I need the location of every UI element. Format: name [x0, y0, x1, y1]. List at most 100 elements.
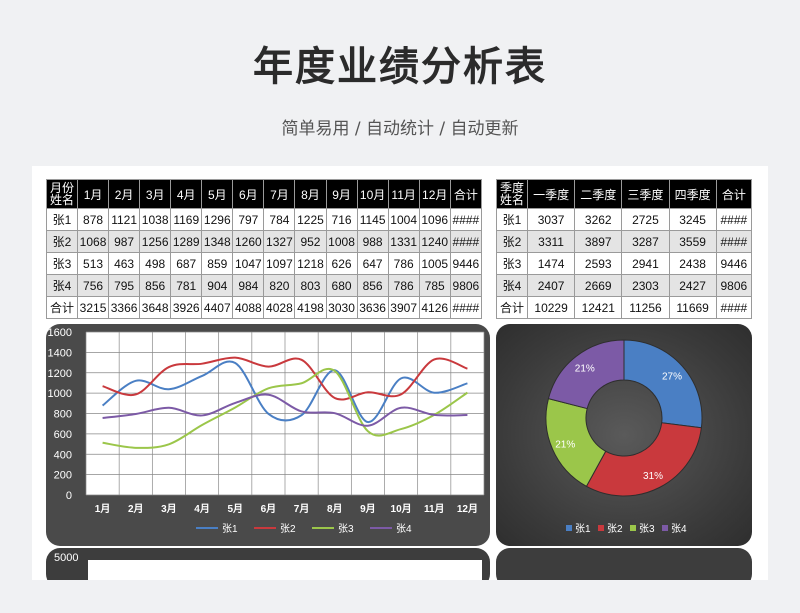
column-header[interactable]: 三季度	[621, 179, 670, 209]
value-cell[interactable]: 904	[201, 274, 234, 297]
quarterly-donut-chart[interactable]: 27% 31% 21% 21% 张1 张2 张3 张4	[496, 324, 752, 546]
value-cell[interactable]: ####	[715, 208, 753, 231]
value-cell[interactable]: 786	[387, 252, 420, 275]
series-line-1[interactable]	[101, 360, 468, 424]
value-cell[interactable]: 716	[325, 208, 358, 231]
value-cell[interactable]: 3926	[170, 296, 203, 319]
value-cell[interactable]: 12421	[574, 296, 623, 319]
value-cell[interactable]: 1096	[418, 208, 451, 231]
value-cell[interactable]: 4028	[263, 296, 296, 319]
row-name-cell[interactable]: 张3	[46, 252, 78, 275]
bar-chart-panel[interactable]: 5000	[46, 548, 490, 580]
value-cell[interactable]: 3636	[356, 296, 389, 319]
value-cell[interactable]: 9806	[449, 274, 483, 297]
value-cell[interactable]: 1331	[387, 230, 420, 253]
value-cell[interactable]: 2427	[668, 274, 717, 297]
value-cell[interactable]: 3215	[76, 296, 110, 319]
value-cell[interactable]: 3037	[526, 208, 576, 231]
legend-label[interactable]: 张1	[575, 523, 591, 535]
value-cell[interactable]: ####	[449, 208, 483, 231]
value-cell[interactable]: 513	[76, 252, 110, 275]
series-line-2[interactable]	[102, 356, 468, 401]
value-cell[interactable]: 2407	[526, 274, 576, 297]
secondary-chart-panel[interactable]	[496, 548, 752, 580]
value-cell[interactable]: 2941	[621, 252, 670, 275]
value-cell[interactable]: 9446	[715, 252, 753, 275]
value-cell[interactable]: 3648	[139, 296, 172, 319]
value-cell[interactable]: 2669	[574, 274, 623, 297]
value-cell[interactable]: 1005	[418, 252, 451, 275]
row-name-cell[interactable]: 张2	[46, 230, 78, 253]
value-cell[interactable]: 680	[325, 274, 358, 297]
value-cell[interactable]: 786	[387, 274, 420, 297]
row-name-cell[interactable]: 合计	[496, 296, 528, 319]
value-cell[interactable]: 3287	[621, 230, 670, 253]
column-header[interactable]: 二季度	[574, 179, 623, 209]
column-header[interactable]: 6月	[232, 179, 265, 209]
value-cell[interactable]: 9446	[449, 252, 483, 275]
value-cell[interactable]: 2438	[668, 252, 717, 275]
value-cell[interactable]: 11669	[668, 296, 717, 319]
row-name-cell[interactable]: 张3	[496, 252, 528, 275]
row-name-cell[interactable]: 张4	[46, 274, 78, 297]
monthly-line-chart[interactable]: 0 200 400 600 800 1000 1200 1400 1600 1月 2月 3月 4月 5月 6…	[46, 324, 490, 546]
column-header[interactable]: 3月	[139, 179, 172, 209]
column-header[interactable]: 5月	[201, 179, 234, 209]
column-header[interactable]: 11月	[387, 179, 420, 209]
column-header[interactable]: 8月	[294, 179, 327, 209]
value-cell[interactable]: 878	[76, 208, 110, 231]
value-cell[interactable]: 2725	[621, 208, 670, 231]
value-cell[interactable]: ####	[715, 230, 753, 253]
legend-label[interactable]: 张4	[396, 523, 412, 535]
donut-slice-4[interactable]	[547, 339, 625, 410]
value-cell[interactable]: 803	[294, 274, 327, 297]
value-cell[interactable]: 1327	[263, 230, 296, 253]
table-corner-header[interactable]: 季度 姓名	[496, 179, 528, 209]
value-cell[interactable]: 1047	[232, 252, 265, 275]
value-cell[interactable]: 797	[232, 208, 265, 231]
row-name-cell[interactable]: 张1	[46, 208, 78, 231]
value-cell[interactable]: 1218	[294, 252, 327, 275]
value-cell[interactable]: 3262	[574, 208, 623, 231]
value-cell[interactable]: 1038	[139, 208, 172, 231]
value-cell[interactable]: 498	[139, 252, 172, 275]
legend-label[interactable]: 张1	[222, 523, 238, 535]
value-cell[interactable]: 2593	[574, 252, 623, 275]
value-cell[interactable]: 1260	[232, 230, 265, 253]
value-cell[interactable]: 856	[139, 274, 172, 297]
legend-label[interactable]: 张2	[280, 523, 296, 535]
value-cell[interactable]: 11256	[621, 296, 670, 319]
row-name-cell[interactable]: 张2	[496, 230, 528, 253]
donut-slice-1[interactable]	[623, 339, 703, 429]
value-cell[interactable]: ####	[449, 230, 483, 253]
value-cell[interactable]: 1004	[387, 208, 420, 231]
value-cell[interactable]: 784	[263, 208, 296, 231]
value-cell[interactable]: 781	[170, 274, 203, 297]
column-header[interactable]: 12月	[418, 179, 451, 209]
value-cell[interactable]: 4407	[201, 296, 234, 319]
column-header[interactable]: 合计	[715, 179, 753, 209]
value-cell[interactable]: 463	[108, 252, 141, 275]
column-header[interactable]: 4月	[170, 179, 203, 209]
value-cell[interactable]: 3559	[668, 230, 717, 253]
value-cell[interactable]: 1225	[294, 208, 327, 231]
value-cell[interactable]: 687	[170, 252, 203, 275]
value-cell[interactable]: 3366	[108, 296, 141, 319]
value-cell[interactable]: 3907	[387, 296, 420, 319]
value-cell[interactable]: 795	[108, 274, 141, 297]
column-header[interactable]: 1月	[76, 179, 110, 209]
column-header[interactable]: 7月	[263, 179, 296, 209]
value-cell[interactable]: 2303	[621, 274, 670, 297]
value-cell[interactable]: 1169	[170, 208, 203, 231]
value-cell[interactable]: 1289	[170, 230, 203, 253]
value-cell[interactable]: 1068	[76, 230, 110, 253]
value-cell[interactable]: 3245	[668, 208, 717, 231]
series-line-4[interactable]	[102, 393, 468, 427]
value-cell[interactable]: 10229	[526, 296, 576, 319]
legend-label[interactable]: 张3	[338, 523, 354, 535]
value-cell[interactable]: 1296	[201, 208, 234, 231]
value-cell[interactable]: 1474	[526, 252, 576, 275]
value-cell[interactable]: ####	[715, 296, 753, 319]
row-name-cell[interactable]: 合计	[46, 296, 78, 319]
value-cell[interactable]: 859	[201, 252, 234, 275]
